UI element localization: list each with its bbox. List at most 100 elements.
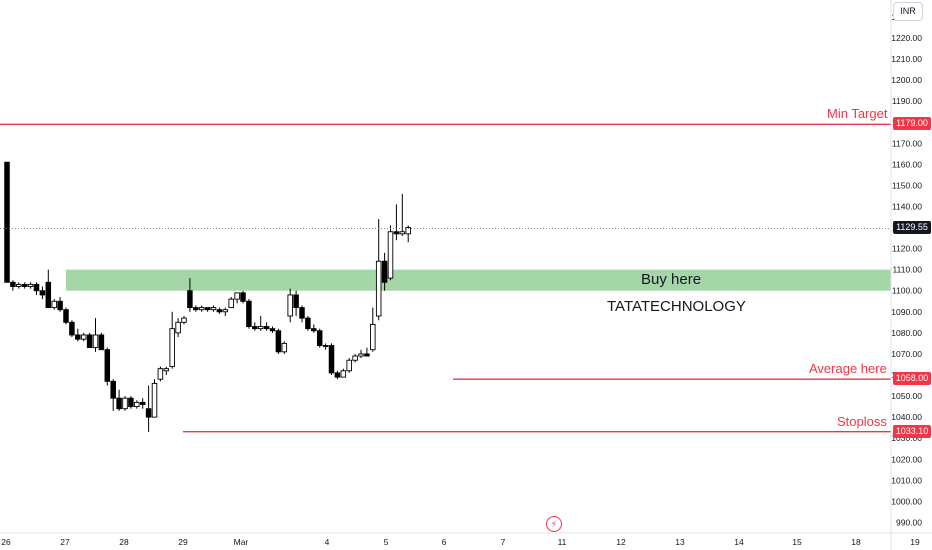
x-tick-label: 18 (851, 537, 861, 547)
candle-body (305, 317, 311, 330)
y-tick-label: 1150.00 (892, 180, 922, 190)
candle-body (10, 281, 16, 287)
last-price-tag: 1129.55 (893, 221, 931, 235)
x-tick-label: 29 (178, 537, 188, 547)
candle-body (322, 345, 329, 347)
candle-body (181, 317, 187, 323)
candle-body (104, 349, 111, 382)
levels-layer (0, 123, 891, 433)
y-tick-label: 1100.00 (892, 286, 922, 296)
x-tick-label: Mar (234, 537, 249, 547)
candle-body (204, 307, 211, 311)
candle-body (39, 290, 46, 296)
candle-body (169, 328, 175, 368)
candle-body (222, 309, 229, 313)
buy-zone (66, 269, 891, 291)
candle-body (98, 334, 105, 351)
candle-body (51, 300, 57, 309)
y-tick-label: 1080.00 (891, 328, 922, 338)
candle-body (63, 309, 69, 323)
candle-body (175, 321, 181, 334)
candle-body (86, 334, 93, 349)
candle-body (69, 321, 75, 336)
x-tick-label: 19 (910, 537, 920, 547)
x-tick-label: 15 (792, 537, 802, 547)
min-target-price-tag: 1179.00 (893, 117, 931, 131)
y-tick-label: 1190.00 (892, 96, 922, 106)
candle-body (198, 307, 205, 311)
y-tick-label: 1110.00 (893, 265, 923, 275)
x-tick-label: 4 (325, 537, 330, 547)
candle-body (228, 298, 234, 309)
x-tick-label: 11 (558, 537, 567, 547)
x-tick-label: 28 (119, 537, 129, 547)
candle-body (193, 307, 199, 311)
candle-body (128, 397, 134, 408)
candle-body (281, 342, 288, 353)
candle-body (45, 281, 52, 309)
candle-body (163, 368, 170, 372)
x-tick-label: 6 (442, 537, 447, 547)
candle-body (316, 330, 323, 346)
candle-body (134, 401, 140, 408)
x-tick-label: 12 (616, 537, 626, 547)
y-tick-label: 1040.00 (891, 412, 922, 422)
average-price-tag: 1058.00 (893, 372, 931, 386)
candle-body (364, 353, 370, 357)
candle-body (257, 326, 264, 330)
y-tick-label: 1090.00 (891, 307, 922, 317)
candle-body (352, 355, 358, 361)
candle-body (139, 401, 146, 405)
x-tick-label: 13 (675, 537, 685, 547)
candle-body (393, 231, 400, 235)
candle-body (405, 227, 411, 235)
candle-body (399, 231, 406, 235)
candle-body (287, 294, 293, 317)
candle-body (328, 345, 335, 374)
flash-icon[interactable]: ⚡ (546, 516, 562, 532)
x-tick-label: 14 (734, 537, 744, 547)
candle-body (381, 260, 388, 283)
candle-body (21, 283, 28, 287)
candle-body (246, 300, 252, 327)
candle-body (240, 292, 246, 302)
candle-body (145, 408, 152, 418)
candle-body (375, 260, 382, 317)
candle-body (57, 300, 63, 311)
stoploss-price-tag: 1033.10 (893, 424, 931, 438)
candle-body (275, 330, 282, 353)
candle-body (340, 370, 347, 378)
x-tick-label: 7 (501, 537, 506, 547)
candle-body (27, 283, 34, 287)
candle-body (346, 359, 352, 372)
candle-body (16, 283, 22, 287)
candle-body (210, 307, 217, 311)
y-tick-label: 1120.00 (892, 244, 922, 254)
candle-body (387, 231, 394, 279)
candle-body (216, 309, 223, 313)
candle-body (116, 397, 122, 410)
candle-body (92, 334, 99, 349)
y-tick-label: 990.00 (896, 517, 922, 527)
candle-body (263, 326, 270, 330)
stoploss-label: Stoploss (837, 413, 887, 429)
currency-selector[interactable]: INR (893, 2, 923, 21)
y-tick-label: 1140.00 (892, 201, 922, 211)
candle-body (33, 283, 40, 292)
y-tick-label: 1000.00 (891, 496, 922, 506)
candle-body (299, 307, 305, 319)
candle-body (252, 326, 258, 330)
candle-body (4, 161, 10, 283)
average-here-label: Average here (809, 361, 887, 377)
y-tick-label: 1170.00 (892, 138, 922, 148)
candle-body (151, 382, 158, 418)
y-tick-label: 1210.00 (891, 54, 922, 64)
y-tick-label: 1160.00 (892, 159, 922, 169)
buy-zone-label: Buy here (641, 270, 702, 288)
min-target-label: Min Target (827, 106, 888, 122)
x-tick-label: 26 (1, 537, 11, 547)
y-tick-label: 1200.00 (891, 75, 922, 85)
y-tick-label: 1070.00 (891, 349, 922, 359)
candle-body (293, 294, 299, 309)
